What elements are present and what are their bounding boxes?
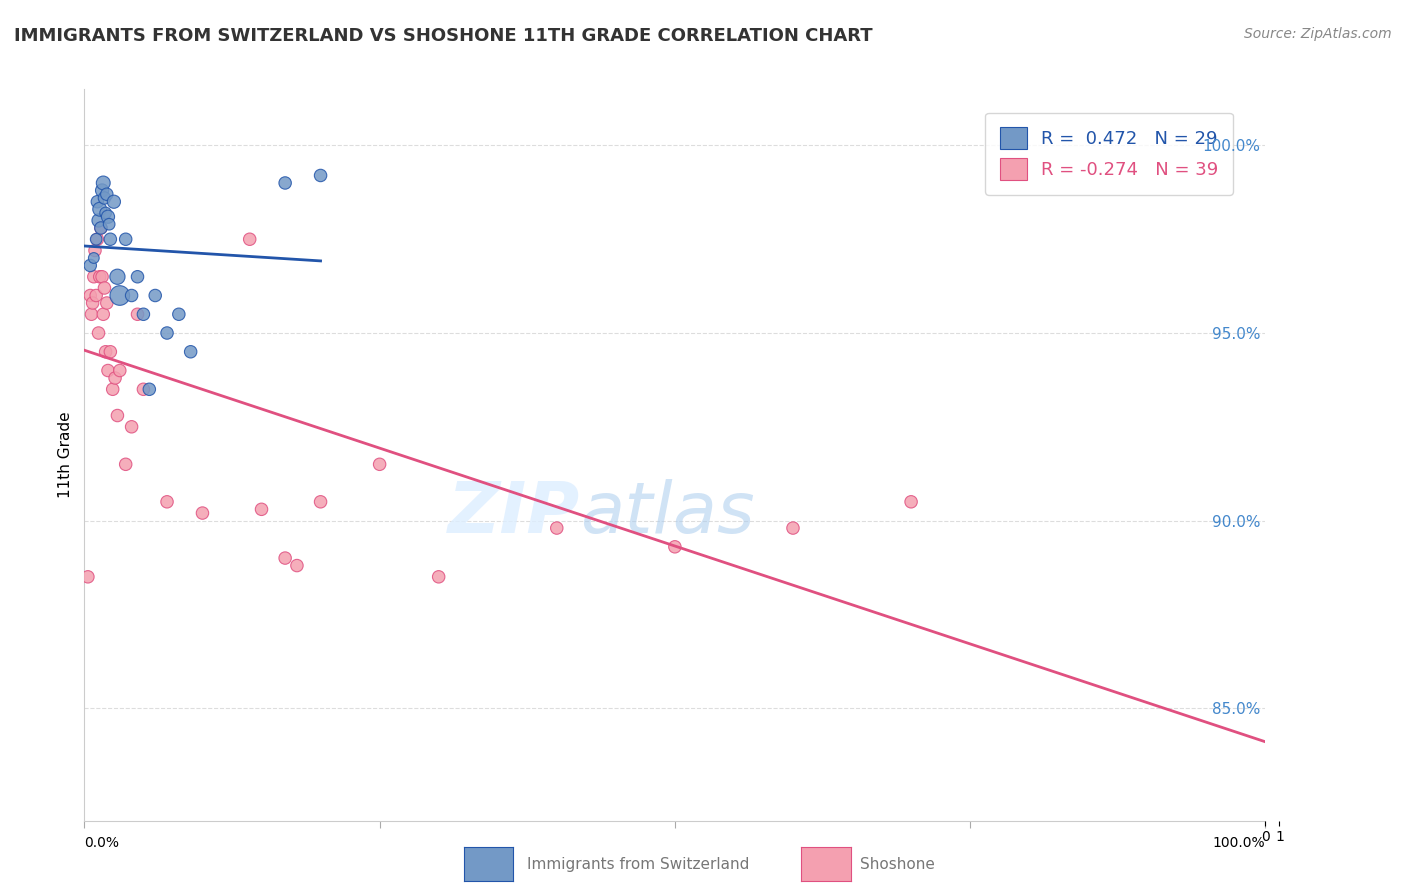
Point: [156, 495, 179, 509]
Point: [274, 176, 297, 190]
Point: [93, 281, 115, 295]
Point: [83, 251, 105, 265]
Point: [86, 232, 108, 246]
Text: IMMIGRANTS FROM SWITZERLAND VS SHOSHONE 11TH GRADE CORRELATION CHART: IMMIGRANTS FROM SWITZERLAND VS SHOSHONE …: [14, 27, 873, 45]
Point: [82, 296, 104, 310]
Point: [89, 202, 111, 217]
Point: [121, 288, 143, 302]
Point: [108, 363, 131, 377]
Point: [103, 194, 125, 209]
Point: [90, 221, 112, 235]
Point: [156, 326, 179, 340]
Point: [96, 296, 118, 310]
Text: 0.0%: 0.0%: [84, 836, 120, 850]
Point: [93, 191, 115, 205]
Point: [250, 502, 273, 516]
Point: [546, 521, 568, 535]
Text: Immigrants from Switzerland: Immigrants from Switzerland: [527, 857, 749, 871]
Point: [132, 307, 155, 321]
Point: [132, 382, 155, 396]
Legend: R =  0.472   N = 29, R = -0.274   N = 39: R = 0.472 N = 29, R = -0.274 N = 39: [986, 113, 1233, 194]
Point: [87, 213, 110, 227]
Point: [309, 495, 332, 509]
Text: ZIP: ZIP: [449, 479, 581, 548]
Point: [900, 495, 922, 509]
Point: [98, 344, 121, 359]
Point: [97, 363, 120, 377]
Point: [80, 307, 103, 321]
Text: Shoshone: Shoshone: [860, 857, 935, 871]
Point: [107, 269, 129, 284]
Point: [782, 521, 804, 535]
Point: [84, 232, 107, 246]
Text: Source: ZipAtlas.com: Source: ZipAtlas.com: [1244, 27, 1392, 41]
Point: [86, 194, 108, 209]
Point: [94, 206, 117, 220]
Point: [664, 540, 686, 554]
Point: [91, 307, 114, 321]
Point: [309, 169, 332, 183]
Point: [98, 217, 121, 231]
Point: [285, 558, 308, 573]
Point: [97, 210, 120, 224]
Point: [87, 326, 110, 340]
Point: [143, 288, 166, 302]
Point: [138, 382, 160, 396]
Point: [90, 221, 112, 235]
Point: [84, 244, 107, 258]
Point: [167, 307, 190, 321]
Point: [121, 419, 143, 434]
Point: [83, 269, 105, 284]
Point: [108, 288, 131, 302]
Point: [114, 458, 136, 472]
Point: [94, 344, 117, 359]
Point: [79, 259, 101, 273]
Point: [98, 232, 121, 246]
Point: [114, 232, 136, 246]
Point: [79, 288, 101, 302]
Point: [127, 307, 149, 321]
Point: [89, 269, 111, 284]
Point: [91, 269, 114, 284]
Point: [84, 288, 107, 302]
Point: [180, 344, 202, 359]
Point: [368, 458, 391, 472]
Text: 100.0%: 100.0%: [1213, 836, 1265, 850]
Point: [91, 184, 114, 198]
Point: [239, 232, 262, 246]
Point: [107, 409, 129, 423]
Point: [427, 570, 450, 584]
Point: [191, 506, 214, 520]
Text: atlas: atlas: [581, 479, 755, 548]
Point: [96, 187, 118, 202]
Y-axis label: 11th Grade: 11th Grade: [58, 411, 73, 499]
Point: [104, 371, 127, 385]
Point: [274, 551, 297, 566]
Point: [91, 176, 114, 190]
Point: [101, 382, 124, 396]
Point: [77, 570, 100, 584]
Point: [127, 269, 149, 284]
